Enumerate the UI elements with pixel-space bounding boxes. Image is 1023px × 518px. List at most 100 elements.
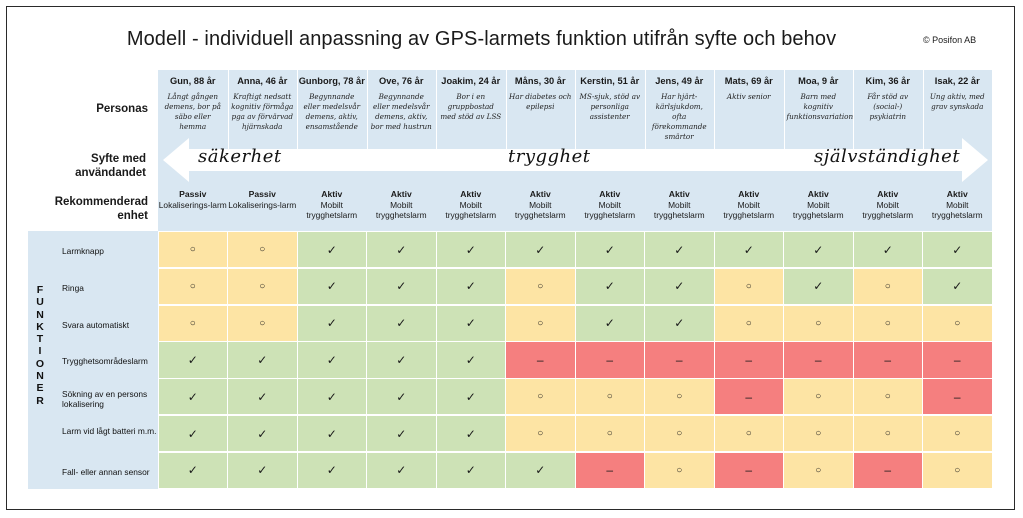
matrix-cell: ✓ [367, 452, 436, 489]
matrix-cell: ✓ [367, 305, 436, 341]
recommended-type: Aktiv [529, 189, 551, 199]
functions-heading-letter: K [36, 320, 44, 333]
matrix-cell: ✓ [228, 452, 297, 489]
matrix-cell: ✓ [367, 379, 436, 415]
matrix-cell: ○ [853, 379, 922, 415]
matrix-cell: ○ [784, 452, 853, 489]
purpose-label-security: trygghet [508, 146, 591, 167]
recommended-unit: Mobilt trygghetslarm [306, 200, 358, 220]
matrix-cell: – [575, 342, 644, 378]
recommended-type: Aktiv [321, 189, 343, 199]
matrix-cell: ✓ [158, 416, 227, 452]
matrix-cell: ○ [645, 379, 714, 415]
matrix-cell: ○ [228, 232, 297, 268]
matrix-cell: ○ [506, 379, 575, 415]
matrix-cell: – [714, 379, 783, 415]
persona-column: Isak, 22 år Ung aktiv, med grav synskada A… [923, 70, 993, 231]
matrix-cell: ✓ [297, 416, 366, 452]
function-label: Larm vid lågt batteri m.m. [62, 426, 157, 436]
copyright-notice: © Posifon AB [923, 35, 977, 45]
purpose-label-safety: säkerhet [198, 146, 282, 167]
persona-name: Gun, 88 år [170, 76, 216, 86]
persona-name: Måns, 30 år [514, 76, 566, 86]
matrix-cell: ✓ [853, 232, 922, 268]
matrix-cell: ○ [575, 416, 644, 452]
matrix-cell: ✓ [297, 342, 366, 378]
matrix-cell: ✓ [714, 232, 783, 268]
recommended-unit: Mobilt trygghetslarm [375, 200, 427, 220]
recommended-type: Aktiv [460, 189, 482, 199]
column-separator [505, 70, 507, 150]
matrix-cell: ✓ [228, 379, 297, 415]
persona-column: Kerstin, 51 år MS-sjuk, stöd av personlig… [575, 70, 645, 231]
slide-frame [6, 6, 1015, 510]
function-label: Ringa [62, 282, 84, 293]
persona-description: Har hjärt-kärlsjukdom, ofta förekommande… [651, 92, 707, 141]
matrix-cell: ○ [714, 268, 783, 305]
recommended-type: Aktiv [738, 189, 760, 199]
column-separator [227, 70, 229, 150]
matrix-cell: ✓ [158, 342, 227, 378]
persona-column: Joakim, 24 år Bor i en gruppbostad med st… [436, 70, 506, 231]
matrix-cell: ○ [158, 232, 227, 268]
recommended-type: Aktiv [877, 189, 899, 199]
matrix-cell: ○ [228, 268, 297, 305]
matrix-cell: ○ [228, 305, 297, 341]
matrix-cell: ○ [158, 305, 227, 341]
matrix-cell: ✓ [784, 232, 853, 268]
page-title: Modell - individuell anpassning av GPS-l… [126, 28, 837, 50]
recommended-unit: Lokaliserings-larm [158, 200, 227, 210]
persona-column: Ove, 76 år Begynnande eller medelsvår dem… [367, 70, 437, 231]
matrix-cell: ○ [923, 416, 992, 452]
persona-name: Gunborg, 78 år [298, 76, 365, 86]
column-separator [297, 70, 298, 150]
column-separator [366, 70, 368, 150]
persona-name: Jens, 49 år [655, 76, 704, 86]
persona-description: Kraftigt nedsatt kognitiv förmåga pga av… [231, 92, 294, 131]
persona-name: Isak, 22 år [934, 76, 980, 86]
column-separator [714, 70, 715, 150]
recommended-unit: Mobilt trygghetslarm [653, 200, 705, 220]
matrix-cell: ✓ [436, 416, 505, 452]
matrix-cell: – [645, 342, 714, 378]
persona-description: MS-sjuk, stöd av personliga assistenter [579, 92, 641, 121]
matrix-cell: ✓ [297, 268, 366, 305]
matrix-cell: ✓ [228, 416, 297, 452]
functions-heading-letter: F [36, 284, 44, 296]
matrix-cell: ✓ [923, 232, 992, 268]
matrix-cell: ✓ [158, 452, 227, 489]
matrix-cell: – [784, 342, 853, 378]
matrix-cell: ✓ [228, 342, 297, 378]
recommended-type: Passiv [248, 189, 276, 199]
matrix-cell: – [923, 342, 992, 378]
function-label: Fall- eller annan sensor [62, 466, 150, 477]
persona-description: Får stöd av (social-) psykiatrin [867, 92, 909, 121]
persona-description: Begynnande eller medelsvår demens, aktiv… [303, 92, 361, 131]
matrix-cell: ○ [784, 305, 853, 341]
matrix-cell: ✓ [436, 342, 505, 378]
matrix-cell: – [506, 342, 575, 378]
persona-name: Moa, 9 år [798, 76, 839, 86]
persona-description: Långt gången demens, bor på säbo eller h… [164, 92, 221, 131]
persona-column: Anna, 46 år Kraftigt nedsatt kognitiv för… [228, 70, 298, 231]
matrix-cell: ✓ [436, 268, 505, 305]
function-label: Larmknapp [62, 246, 104, 256]
functions-sidebar [28, 231, 158, 489]
matrix-cell: ✓ [297, 232, 366, 268]
persona-column: Måns, 30 år Har diabetes och epilepsi Akti… [506, 70, 576, 231]
column-separator [922, 70, 924, 150]
recommended-type: Passiv [179, 189, 207, 199]
matrix-cell: – [714, 342, 783, 378]
row-label-recommended: Rekommenderad enhet [54, 196, 148, 222]
matrix-cell: ✓ [297, 452, 366, 489]
recommended-type: Aktiv [390, 189, 412, 199]
persona-name: Kerstin, 51 år [580, 76, 640, 86]
recommended-type: Aktiv [599, 189, 621, 199]
persona-name: Anna, 46 år [237, 76, 288, 86]
recommended-unit: Mobilt trygghetslarm [862, 200, 914, 220]
functions-heading-letter: E [36, 382, 44, 395]
matrix-cell: ✓ [367, 268, 436, 305]
matrix-cell: ✓ [645, 232, 714, 268]
matrix-cell: – [853, 452, 922, 489]
recommended-type: Aktiv [946, 189, 968, 199]
